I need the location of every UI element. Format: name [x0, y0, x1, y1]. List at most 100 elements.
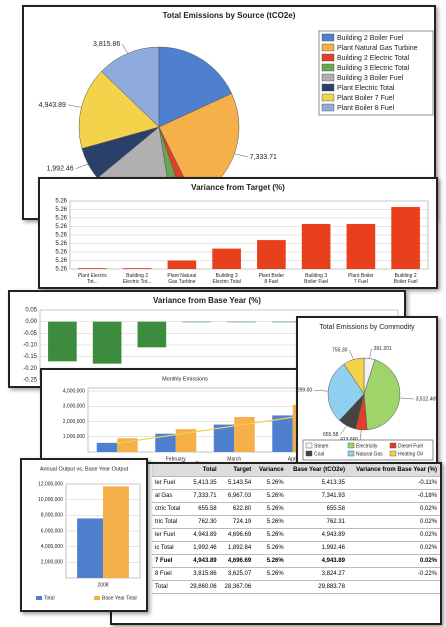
x-tick-label: Plant Boiler 8 Fuel: [259, 273, 285, 285]
leader-line: [349, 349, 354, 360]
bar: [182, 321, 211, 323]
x-tick-label: Building 3 Boiler Fuel: [304, 273, 328, 285]
x-tick-label: 2008: [97, 582, 108, 588]
x-tick-label: April: [288, 456, 298, 462]
bar: [301, 223, 331, 269]
bar: [227, 321, 256, 323]
bar: [272, 415, 293, 452]
bar: [96, 442, 118, 452]
table: Total Target Variance Base Year (tCO2e) Vari…: [152, 464, 440, 594]
legend-swatch: [389, 442, 397, 449]
cell: 5.26%: [254, 541, 287, 555]
pie-slice: [158, 46, 232, 128]
data-label: 2,299.00: [298, 388, 312, 394]
legend-label: Electricity: [356, 443, 378, 449]
y-tick-label: 5.26: [55, 250, 67, 256]
bar: [271, 321, 301, 323]
cell: 0.02%: [347, 515, 440, 529]
cell: 5,143.54: [219, 476, 255, 490]
legend-swatch: [389, 450, 397, 457]
legend-swatch: [305, 442, 313, 449]
bar: [175, 429, 197, 452]
x-tick-label: February: [166, 456, 187, 462]
y-tick-label: 5.26: [55, 199, 67, 205]
cell: 29,883.78: [286, 580, 348, 594]
x-tick-label: Building 2 Boiler Fuel: [394, 273, 418, 285]
y-tick-label: 4,000,000: [41, 544, 63, 550]
x-tick-label: Building 2 Electric Tot...: [123, 273, 152, 285]
bar: [137, 321, 167, 348]
legend-label: Diesel Fuel: [398, 443, 423, 449]
bar: [167, 260, 197, 269]
bar: [257, 240, 286, 269]
cell: 5.26%: [254, 489, 287, 503]
y-tick-label: 5.26: [55, 241, 67, 247]
legend-label: Steam: [314, 443, 328, 449]
header-cell: Variance from Base Year (%): [347, 464, 440, 477]
cell: 4,943.89: [286, 528, 348, 542]
cell: 762.30: [185, 515, 220, 529]
y-tick-label: 10,000,000: [38, 497, 63, 503]
legend-label: Plant Boiler 8 Fuel: [337, 105, 395, 112]
data-label: 1,992.46: [46, 166, 73, 173]
y-tick-label: -0.10: [23, 343, 37, 349]
bar: [92, 321, 122, 364]
bar: [117, 438, 138, 452]
legend-swatch: [321, 43, 335, 52]
legend-swatch: [321, 103, 335, 112]
leader-line: [67, 104, 82, 108]
cell: -0.11%: [347, 476, 440, 490]
y-tick-label: 1,000,000: [63, 434, 85, 440]
x-tick-label: Plant Electric Tot...: [78, 273, 108, 285]
y-tick-label: -0.15: [23, 354, 37, 360]
legend-swatch: [347, 450, 355, 457]
legend-swatch: [94, 596, 100, 600]
cell: al Gas: [152, 489, 186, 503]
legend-swatch: [321, 33, 335, 42]
y-tick-label: -0.05: [23, 331, 37, 337]
bar: [155, 433, 176, 452]
leader-line: [359, 429, 362, 440]
leader-line: [369, 348, 372, 359]
pie-slice: [101, 46, 160, 128]
bar-panel: Variance from Target (%) 5.26 5.26 5.26 5.26…: [38, 177, 438, 289]
x-tick-label: Building 3 Electric Total: [212, 273, 240, 285]
legend-swatch: [305, 450, 313, 457]
pie-panel: Total Emissions by Commodity 391.201 3,512…: [296, 316, 438, 468]
bar: [346, 223, 376, 269]
cell: 0.02%: [347, 502, 440, 516]
cell: tric Total: [152, 515, 186, 529]
cell: ctric Total: [152, 502, 186, 516]
cell: ler Fuel: [152, 528, 186, 542]
cell: 4,943.89: [185, 528, 220, 542]
legend-swatch: [347, 442, 355, 449]
header-cell: Target: [219, 464, 255, 477]
cell: 1,992.46: [185, 541, 220, 555]
legend-label: Building 3 Electric Total: [337, 65, 410, 72]
y-tick-label: 5.26: [55, 207, 67, 213]
chart: Total Emissions by Commodity 391.201 3,512…: [298, 324, 436, 461]
cell: 5,413.35: [286, 476, 348, 490]
pie-slice: [327, 363, 365, 421]
data-label: 391.201: [374, 346, 392, 352]
cell: [347, 580, 440, 594]
legend-box: [302, 439, 434, 461]
cell: 5.26%: [254, 567, 287, 581]
cell: 762.31: [286, 515, 348, 529]
legend-label: Coal: [314, 451, 324, 457]
cell: 5.26%: [254, 515, 287, 529]
bar: [77, 518, 103, 578]
legend-label: Building 2 Electric Total: [337, 55, 410, 62]
bar: [78, 268, 107, 269]
legend-label: Plant Electric Total: [337, 85, 395, 92]
legend-label: Plant Boiler 7 Fuel: [337, 95, 395, 102]
legend-label: Building 3 Boiler Fuel: [337, 75, 404, 82]
cell: 0.02%: [347, 541, 440, 555]
y-tick-label: 2,000,000: [41, 560, 63, 566]
cell: 7,333.71: [185, 489, 220, 503]
bar: [391, 206, 420, 269]
cell: 3,625.07: [219, 567, 255, 581]
cell: 622.80: [219, 502, 255, 516]
cell: ic Total: [152, 541, 186, 555]
y-tick-label: 12,000,000: [38, 481, 63, 487]
